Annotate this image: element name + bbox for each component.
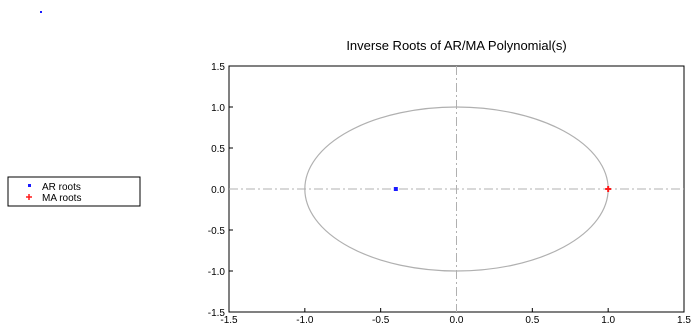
legend-ar-label: AR roots (42, 182, 81, 193)
x-tick-label: -0.5 (372, 315, 390, 326)
y-tick-label: 0.0 (211, 185, 225, 196)
stray-dot (40, 11, 42, 13)
x-tick-label: -1.5 (220, 315, 238, 326)
chart-title: Inverse Roots of AR/MA Polynomial(s) (346, 38, 566, 53)
x-tick-label: -1.0 (296, 315, 314, 326)
legend-ma-label: MA roots (42, 193, 81, 204)
x-tick-label: 0.5 (525, 315, 539, 326)
ma-root-point (605, 186, 612, 192)
y-tick-label: -0.5 (208, 226, 226, 237)
legend-box (7, 176, 141, 207)
x-tick-label: 1.0 (601, 315, 615, 326)
x-tick-label: 1.5 (677, 315, 691, 326)
legend-ar-marker (28, 184, 31, 187)
x-tick-label: 0.0 (450, 315, 464, 326)
y-tick-label: -1.5 (208, 308, 226, 319)
ar-root-point (393, 187, 398, 191)
y-tick-label: -1.0 (208, 267, 226, 278)
y-tick-label: 1.5 (211, 62, 225, 73)
y-tick-label: 0.5 (211, 144, 225, 155)
y-tick-label: 1.0 (211, 103, 225, 114)
